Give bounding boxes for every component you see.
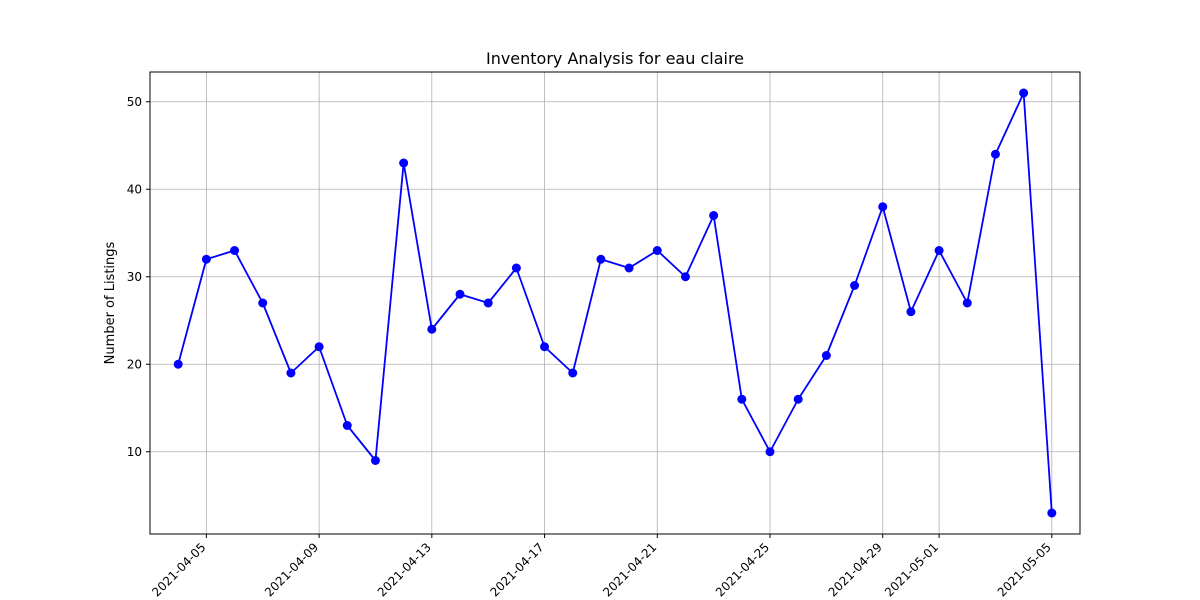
data-point: [793, 394, 803, 404]
data-point: [286, 368, 296, 378]
data-point: [258, 298, 268, 308]
data-point: [709, 211, 719, 220]
data-point: [850, 281, 860, 290]
data-point: [737, 394, 747, 404]
y-tick-label: 40: [127, 182, 142, 196]
data-point: [399, 158, 409, 168]
y-axis-title: Number of Listings: [103, 241, 118, 364]
chart-title: Inventory Analysis for eau claire: [486, 49, 744, 68]
data-point: [652, 246, 662, 255]
data-point: [314, 342, 324, 352]
y-tick-label: 30: [127, 270, 142, 284]
data-point: [765, 447, 775, 457]
data-point: [1047, 508, 1057, 518]
data-point: [878, 202, 888, 212]
data-point: [201, 254, 211, 264]
data-point: [370, 456, 380, 465]
data-point: [568, 368, 578, 378]
data-point: [680, 272, 690, 282]
x-tick-label: 2021-04-05: [149, 540, 208, 599]
data-point: [624, 263, 634, 273]
data-point: [173, 359, 183, 369]
x-tick-label: 2021-04-29: [826, 540, 885, 599]
x-tick-label: 2021-04-17: [487, 540, 546, 599]
data-point: [540, 342, 550, 352]
grid: [150, 72, 1080, 534]
x-tick-label: 2021-04-13: [375, 540, 434, 599]
data-point: [1019, 88, 1029, 98]
y-tick-label: 50: [127, 95, 142, 109]
data-point: [230, 246, 240, 255]
series-line: [177, 92, 1053, 514]
plot-frame: [149, 71, 1081, 535]
x-tick-label: 2021-04-09: [262, 540, 321, 599]
data-point: [455, 289, 465, 299]
x-tick-label: 2021-04-21: [600, 540, 659, 599]
y-tick-label: 20: [127, 357, 142, 371]
data-point: [483, 298, 493, 308]
data-point: [342, 421, 352, 430]
y-tick-label: 10: [127, 445, 142, 459]
tick-labels: 10 20 30 40 50 2021-04-05 2021-04-09 2021-04-13…: [127, 95, 1054, 600]
data-point: [962, 298, 972, 308]
series-layer: [173, 88, 1057, 518]
x-tick-label: 2021-05-05: [995, 540, 1054, 599]
data-point: [511, 263, 521, 273]
data-point: [821, 351, 831, 360]
x-tick-label: 2021-04-25: [713, 540, 772, 599]
axes: [146, 71, 1081, 538]
data-point: [934, 246, 944, 255]
x-tick-label: 2021-05-01: [882, 540, 941, 599]
data-point: [596, 254, 606, 264]
data-point: [906, 307, 916, 317]
data-point: [990, 149, 1000, 159]
data-point: [427, 324, 437, 334]
